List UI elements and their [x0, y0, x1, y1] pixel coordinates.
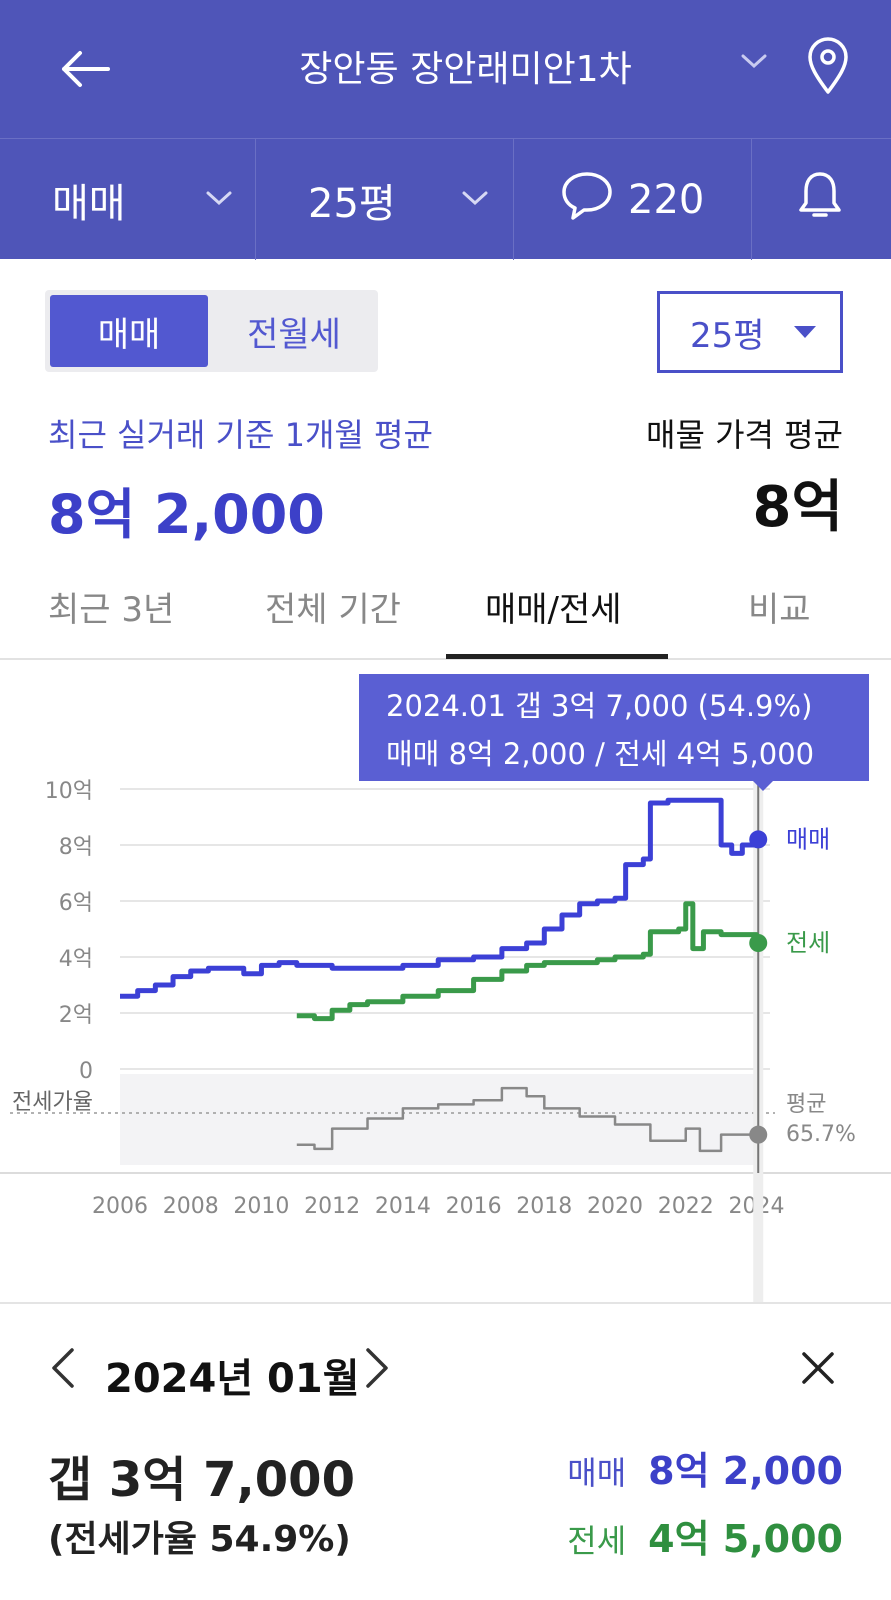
ratio-series-endpoint [749, 1125, 768, 1144]
sale-series-label: 매매 [786, 825, 830, 853]
ratio-series-line [296, 1086, 757, 1153]
active-tab-indicator [446, 654, 668, 659]
y-tick-label: 2억 [59, 1003, 93, 1028]
chart-tooltip: 2024.01 갭 3억 7,000 (54.9%) 매매 8억 2,000 /… [359, 674, 869, 791]
page-title[interactable]: 장안동 장안래미안1차 [299, 49, 632, 90]
next-month-button[interactable] [362, 1346, 392, 1394]
sale-series-line [120, 797, 759, 999]
chevron-left-icon [52, 1348, 74, 1388]
deal-type-dropdown[interactable]: 매매 [0, 139, 256, 260]
comments-button[interactable]: 220 [514, 139, 752, 260]
top-bar: 장안동 장안래미안1차 [0, 0, 891, 138]
x-tick-label: 2010 [233, 1194, 289, 1219]
ratio-average-label: 평균 [786, 1092, 826, 1117]
month-navigator: 2024년 01월 [0, 1340, 891, 1410]
selected-month: 2024년 01월 [105, 1356, 360, 1402]
arrow-left-icon [62, 51, 110, 87]
x-tick-label: 2012 [304, 1194, 360, 1219]
y-tick-label: 4억 [59, 947, 93, 972]
recent-average-value: 8억 2,000 [48, 483, 325, 546]
price-chart[interactable]: 10억 8억 6억 4억 2억 0 전세가율 평균 65.7% 2006 2008 2010 2012 2… [0, 662, 891, 1302]
tab-recent-3y[interactable]: 최근 3년 [48, 590, 175, 630]
size-dropdown[interactable]: 25평 [256, 139, 514, 260]
prev-month-button[interactable] [48, 1346, 78, 1394]
jeonse-value: 4억 5,000 [648, 1517, 843, 1561]
sale-value: 8억 2,000 [648, 1449, 843, 1493]
divider [0, 1302, 891, 1304]
recent-average-label: 최근 실거래 기준 1개월 평균 [48, 416, 433, 454]
jeonse-price-row: 전세 4억 5,000 [567, 1508, 843, 1563]
jeonse-series-endpoint [749, 934, 768, 952]
segment-rent[interactable]: 전월세 [247, 314, 341, 355]
speech-bubble-icon [562, 172, 612, 220]
chevron-down-icon[interactable] [740, 52, 768, 74]
listing-average-label: 매물 가격 평균 [646, 416, 843, 454]
sale-series-endpoint [749, 830, 768, 849]
size-select[interactable]: 25평 [657, 291, 843, 373]
tooltip-line-1: 2024.01 갭 3억 7,000 (54.9%) [386, 689, 813, 723]
chevron-down-icon [462, 191, 488, 206]
jeonse-label: 전세 [567, 1522, 627, 1560]
size-select-value: 25평 [690, 315, 765, 356]
x-tick-label: 2016 [446, 1194, 502, 1219]
x-tick-label: 2008 [163, 1194, 219, 1219]
x-tick-label: 2018 [516, 1194, 572, 1219]
ratio-average-value: 65.7% [786, 1122, 856, 1147]
x-tick-label: 2022 [658, 1194, 714, 1219]
gap-value: 갭 3억 7,000 [48, 1452, 355, 1508]
back-button[interactable] [50, 34, 120, 104]
y-tick-label: 6억 [59, 891, 93, 916]
comments-count: 220 [628, 176, 705, 223]
close-icon [802, 1352, 834, 1384]
y-tick-label: 0 [79, 1059, 93, 1084]
deal-type-label: 매매 [52, 180, 126, 227]
deal-segment-control: 매매 전월세 [45, 290, 378, 372]
notification-button[interactable] [752, 139, 891, 260]
x-tick-label: 2006 [92, 1194, 148, 1219]
period-tabs: 최근 3년 전체 기간 매매/전세 비교 [0, 560, 891, 660]
chevron-right-icon [366, 1348, 388, 1388]
size-label: 25평 [308, 180, 396, 227]
ratio-axis-label: 전세가율 [12, 1090, 93, 1115]
x-tick-label: 2014 [375, 1194, 431, 1219]
jeonse-ratio-value: (전세가율 54.9%) [48, 1519, 351, 1560]
segment-sale[interactable]: 매매 [50, 295, 208, 367]
tooltip-line-2: 매매 8억 2,000 / 전세 4억 5,000 [386, 737, 815, 771]
sale-price-row: 매매 8억 2,000 [567, 1440, 843, 1495]
close-button[interactable] [800, 1350, 836, 1390]
ratio-band [120, 1074, 760, 1165]
location-pin-icon[interactable] [806, 36, 850, 100]
bell-icon [799, 172, 841, 217]
x-tick-label: 2020 [587, 1194, 643, 1219]
caret-down-icon [794, 326, 816, 338]
tooltip-arrow [753, 781, 773, 791]
y-tick-label: 10억 [45, 779, 93, 804]
sale-label: 매매 [567, 1454, 627, 1492]
filter-bar: 매매 25평 220 [0, 138, 891, 260]
tab-all-period[interactable]: 전체 기간 [265, 590, 401, 630]
listing-average-value: 8억 [752, 475, 844, 540]
y-tick-label: 8억 [59, 835, 93, 860]
jeonse-series-label: 전세 [786, 929, 830, 957]
jeonse-series-line [296, 901, 759, 1022]
price-chart-svg[interactable]: 10억 8억 6억 4억 2억 0 전세가율 평균 65.7% 2006 2008 2010 2012 2… [0, 662, 891, 1302]
tab-compare[interactable]: 비교 [748, 590, 811, 630]
tab-sale-jeonse[interactable]: 매매/전세 [485, 590, 622, 630]
chevron-down-icon [206, 191, 232, 206]
